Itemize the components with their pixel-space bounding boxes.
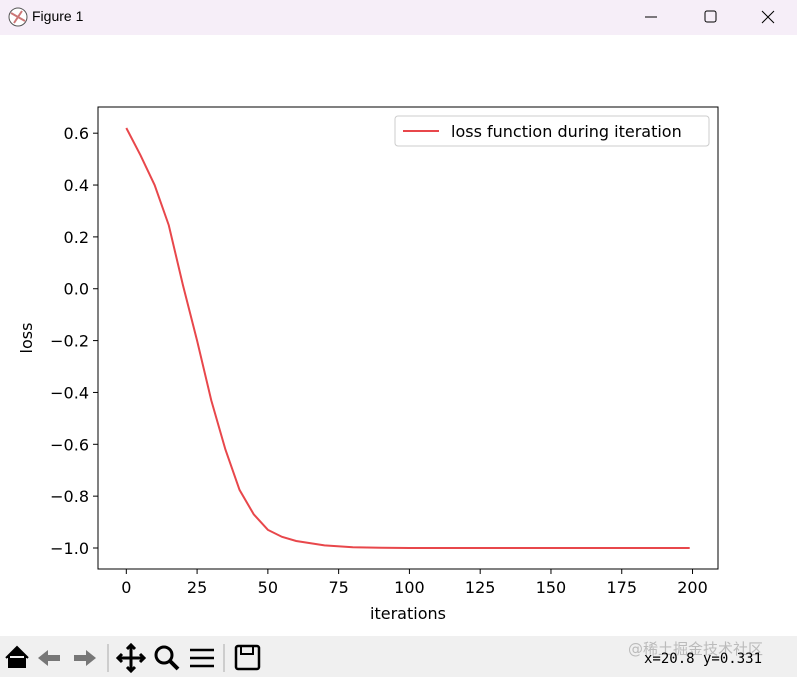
axes-frame — [97, 106, 719, 570]
watermark: @稀土掘金技术社区 — [628, 640, 763, 658]
window-controls[interactable] — [627, 0, 797, 35]
y-tick-label: 0.2 — [64, 228, 89, 247]
toolbar: @稀土掘金技术社区 x=20.8 y=0.331 — [0, 636, 797, 677]
y-tick-label: 0.0 — [64, 280, 89, 299]
back-button[interactable] — [38, 650, 60, 666]
x-tick-label: 150 — [536, 578, 567, 597]
y-tick-label: −0.4 — [50, 383, 89, 402]
y-tick-label: 0.6 — [64, 124, 89, 143]
y-axis-label: loss — [17, 323, 36, 354]
legend-label: loss function during iteration — [451, 122, 682, 141]
x-tick-label: 100 — [394, 578, 425, 597]
toolbar-icons: @稀土掘金技术社区 x=20.8 y=0.331 — [5, 640, 763, 674]
x-tick-label: 175 — [606, 578, 637, 597]
maximize[interactable] — [704, 10, 717, 23]
x-tick-label: 75 — [328, 578, 348, 597]
save-icon-part — [240, 645, 254, 655]
chart: iterations loss 0 25 50 75 100 125 150 175 200 −1… — [17, 106, 719, 623]
y-tick-label: −1.0 — [50, 539, 89, 558]
window-title: Figure 1 — [32, 8, 84, 24]
zoom-button[interactable] — [154, 645, 174, 665]
x-tick-label: 25 — [187, 578, 207, 597]
app-icon — [8, 7, 28, 27]
pan-button[interactable] — [115, 642, 147, 674]
home-button[interactable] — [5, 645, 29, 668]
cursor-status: x=20.8 y=0.331 — [644, 651, 762, 667]
configure-button[interactable] — [190, 648, 214, 668]
close[interactable] — [761, 10, 775, 24]
forward-button[interactable] — [74, 650, 96, 666]
legend-box — [394, 115, 710, 147]
zoom-handle — [168, 659, 180, 671]
y-tick-label: 0.4 — [64, 176, 89, 195]
x-tick-label: 50 — [258, 578, 278, 597]
y-tick-label: −0.6 — [50, 435, 89, 454]
title-bar: Figure 1 — [0, 0, 797, 35]
save-button[interactable] — [234, 644, 261, 671]
y-tick-label: −0.2 — [50, 332, 89, 351]
x-tick-label: 0 — [121, 578, 131, 597]
y-tick-label: −0.8 — [50, 487, 89, 506]
x-tick-label: 125 — [465, 578, 496, 597]
x-tick-label: 200 — [677, 578, 708, 597]
loss-line — [125, 127, 690, 549]
x-axis-label: iterations — [370, 604, 446, 623]
